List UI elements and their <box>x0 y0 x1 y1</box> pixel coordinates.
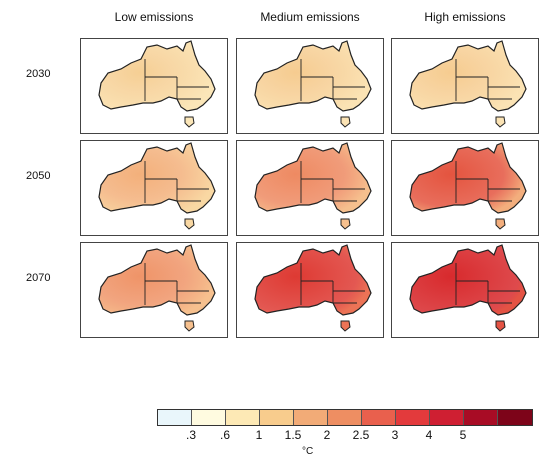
australia-map <box>409 244 527 332</box>
australia-map <box>254 244 372 332</box>
row-label-2070: 2070 <box>26 272 51 284</box>
color-scale-swatch <box>498 410 532 425</box>
color-scale-swatch <box>158 410 192 425</box>
map-panel-2030-high <box>391 38 539 134</box>
color-scale-swatch <box>192 410 226 425</box>
color-scale-swatch <box>362 410 396 425</box>
color-scale-tick-label: 2 <box>323 428 331 442</box>
color-scale-tick-label: .6 <box>219 428 231 442</box>
australia-map <box>98 244 216 332</box>
map-panel-2050-low <box>80 140 228 236</box>
column-header-medium-emissions: Medium emissions <box>260 10 360 24</box>
map-panel-2030-medium <box>236 38 384 134</box>
australia-map <box>98 40 216 128</box>
color-scale-tick-label: 2.5 <box>352 428 370 442</box>
color-scale-swatch <box>328 410 362 425</box>
color-scale-tick-label: 5 <box>459 428 467 442</box>
map-panel-2050-high <box>391 140 539 236</box>
color-scale-swatch <box>294 410 328 425</box>
australia-map <box>409 40 527 128</box>
australia-map <box>254 40 372 128</box>
color-scale-bar <box>157 409 533 426</box>
map-panel-2070-low <box>80 242 228 338</box>
color-scale-swatch <box>260 410 294 425</box>
australia-map <box>254 142 372 230</box>
color-scale-tick-label: 1.5 <box>284 428 302 442</box>
column-header-high-emissions: High emissions <box>424 10 506 24</box>
color-scale-swatch <box>430 410 464 425</box>
map-panel-2070-high <box>391 242 539 338</box>
map-panel-2030-low <box>80 38 228 134</box>
column-header-low-emissions: Low emissions <box>114 10 194 24</box>
row-label-2030: 2030 <box>26 68 51 80</box>
map-panel-2070-medium <box>236 242 384 338</box>
color-scale-swatch <box>464 410 498 425</box>
color-scale-swatch <box>226 410 260 425</box>
color-scale-tick-label: 1 <box>255 428 263 442</box>
map-panel-2050-medium <box>236 140 384 236</box>
row-label-2050: 2050 <box>26 170 51 182</box>
color-scale-unit: °C <box>302 446 314 457</box>
color-scale-tick-label: 4 <box>425 428 433 442</box>
australia-map <box>98 142 216 230</box>
color-scale-tick-label: .3 <box>185 428 197 442</box>
color-scale-tick-label: 3 <box>391 428 399 442</box>
australia-map <box>409 142 527 230</box>
color-scale-swatch <box>396 410 430 425</box>
